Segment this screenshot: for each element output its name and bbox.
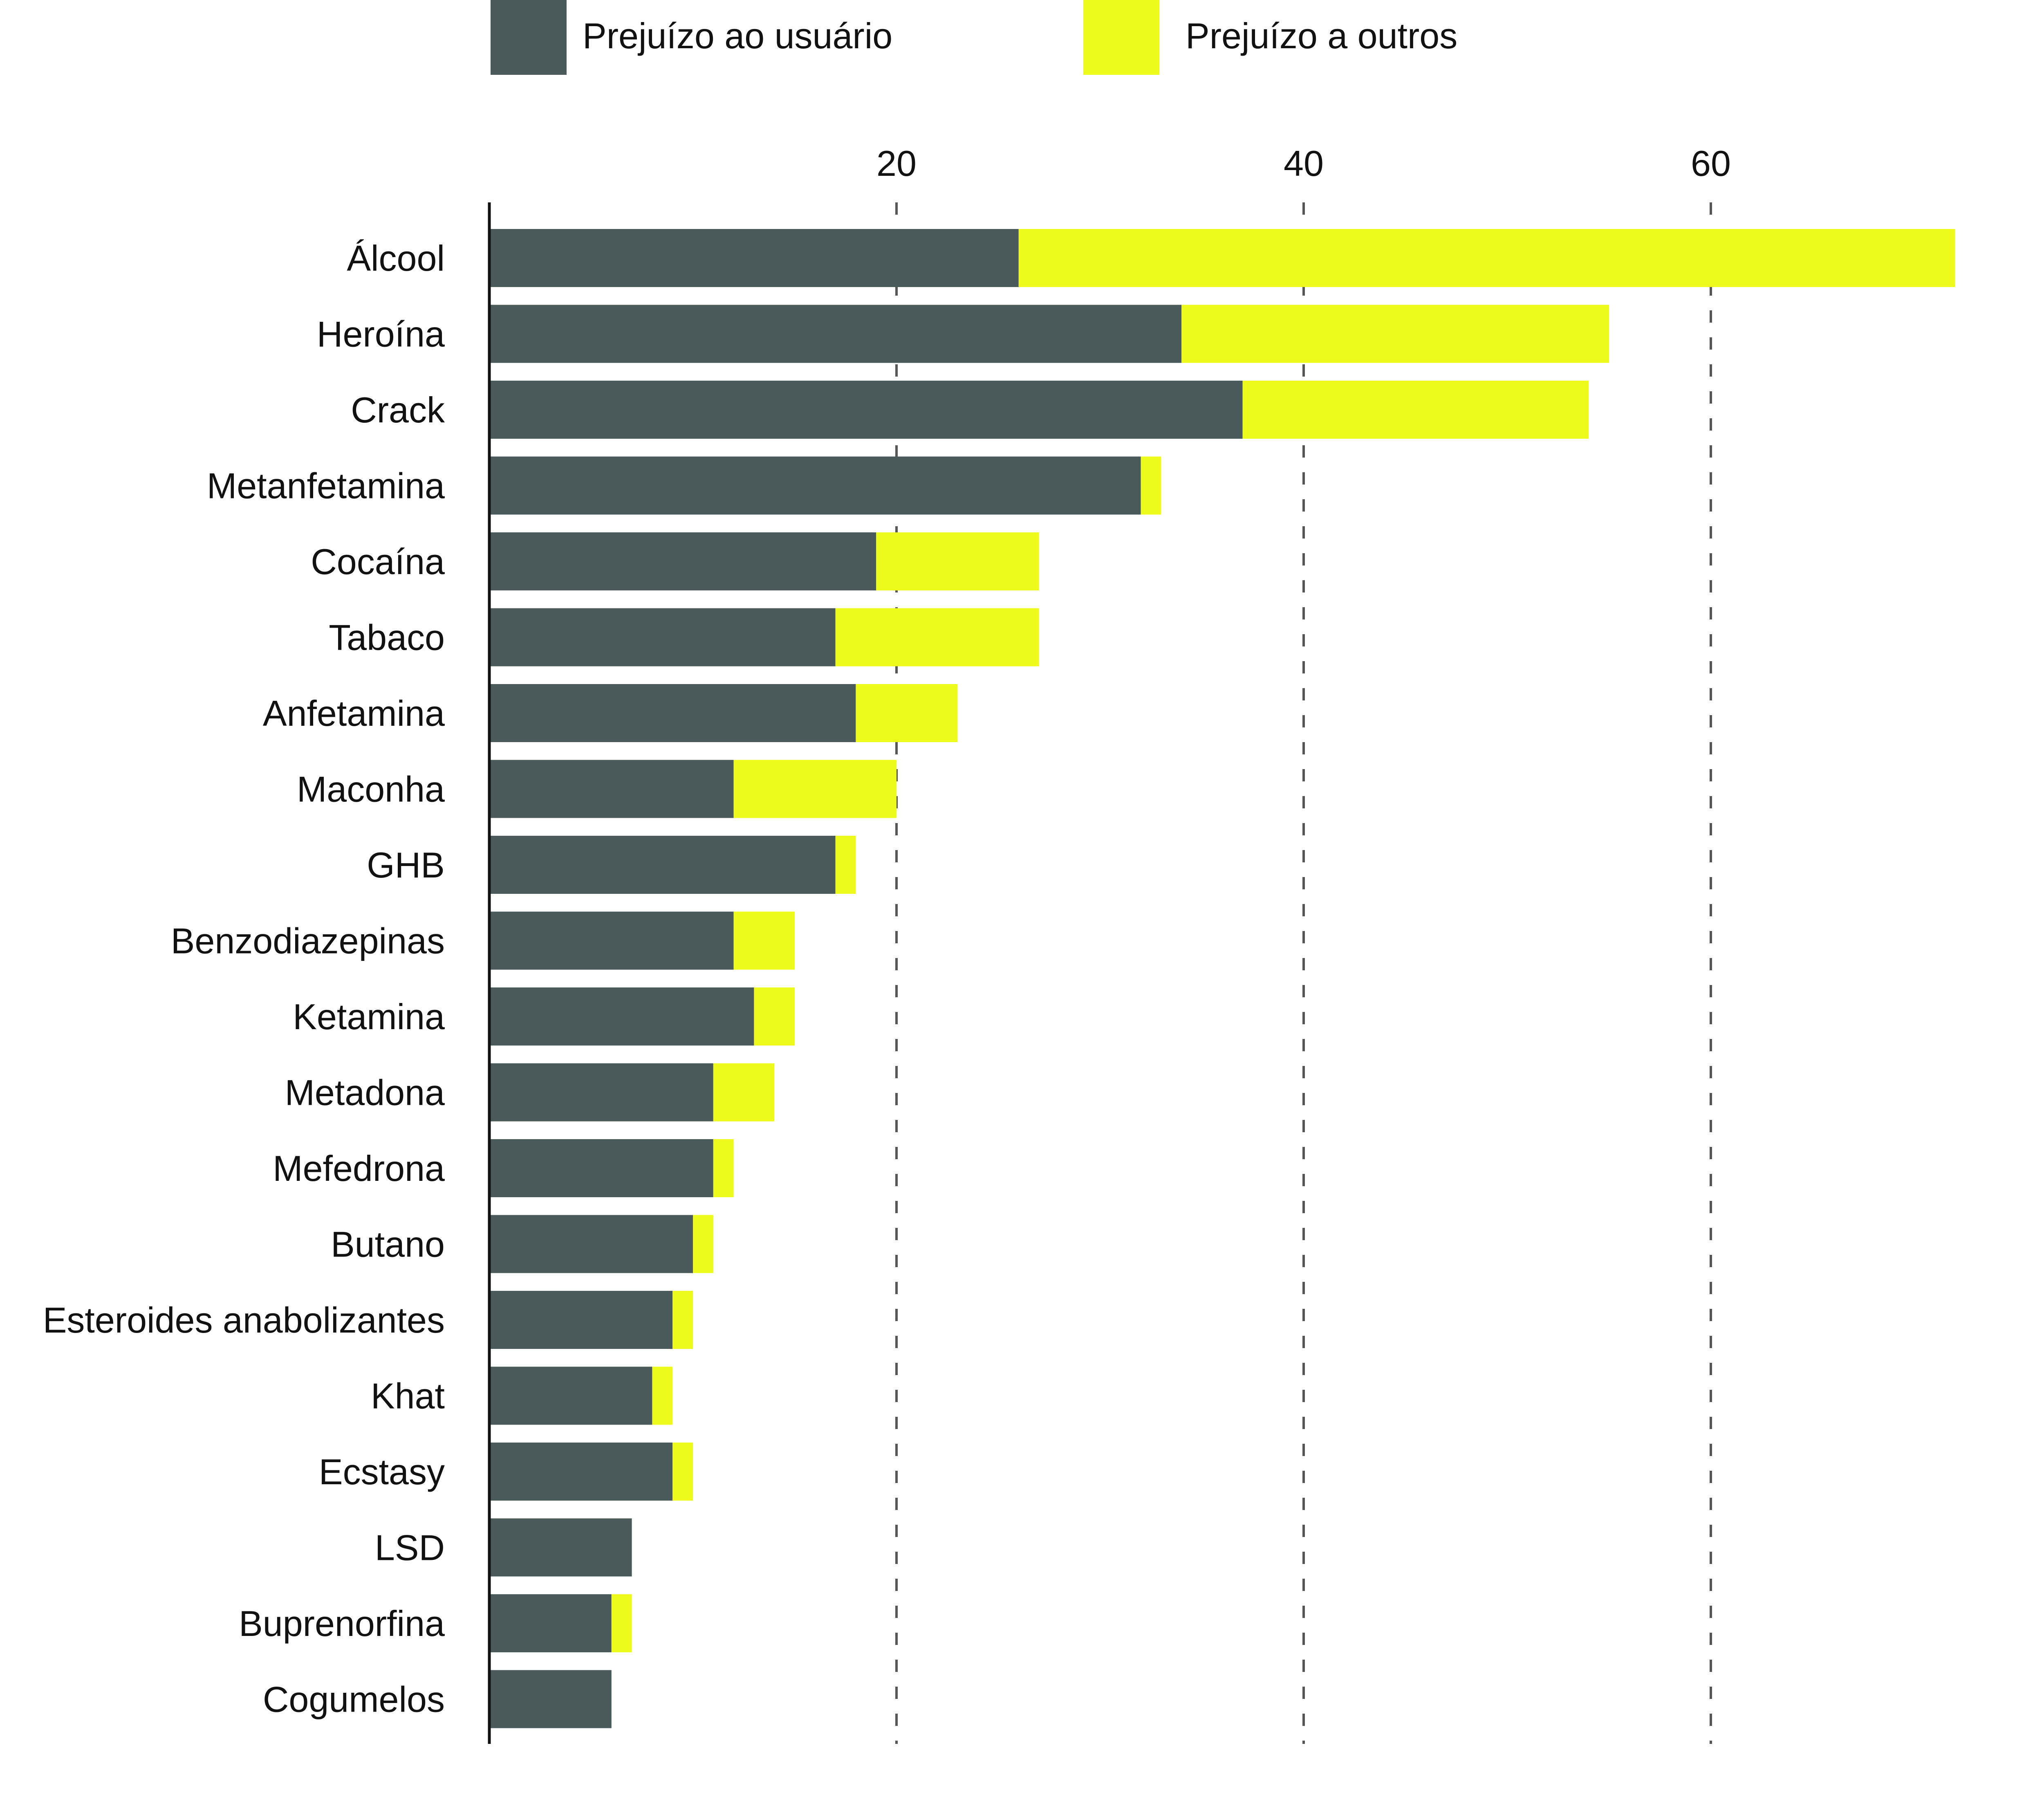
bar-user-harm (489, 229, 1019, 287)
category-label: Heroína (317, 314, 445, 355)
bar-user-harm (489, 1291, 673, 1349)
category-label: Buprenorfina (239, 1603, 445, 1644)
bar-user-harm (489, 1443, 673, 1501)
category-label: Cogumelos (263, 1679, 445, 1720)
bar-others-harm (733, 760, 896, 818)
category-label: Álcool (347, 238, 445, 278)
category-label: Crack (351, 390, 445, 430)
bar-user-harm (489, 1366, 652, 1425)
bar-group (489, 229, 1955, 1728)
bar-user-harm (489, 1518, 632, 1577)
category-label: Esteroides anabolizantes (43, 1300, 445, 1340)
bar-others-harm (1141, 456, 1161, 515)
category-label: Anfetamina (263, 693, 445, 734)
x-tick-labels: 20406080 (876, 143, 1731, 184)
category-label: Khat (371, 1376, 445, 1416)
bar-user-harm (489, 987, 754, 1046)
x-tick-label: 40 (1284, 143, 1324, 184)
bar-others-harm (856, 684, 958, 742)
chart-legend: Prejuízo ao usuário Prejuízo a outros (491, 0, 1457, 75)
bar-others-harm (1181, 305, 1609, 363)
bar-others-harm (693, 1215, 713, 1273)
legend-label: Prejuízo ao usuário (583, 16, 892, 56)
category-label: Metanfetamina (207, 466, 445, 506)
bar-user-harm (489, 1594, 612, 1652)
bar-user-harm (489, 684, 856, 742)
category-label: Butano (331, 1224, 445, 1265)
bar-user-harm (489, 911, 734, 970)
category-label: LSD (375, 1528, 445, 1568)
bar-user-harm (489, 608, 836, 666)
bar-others-harm (835, 608, 1039, 666)
bar-others-harm (672, 1291, 693, 1349)
bar-others-harm (713, 1063, 775, 1122)
bar-others-harm (652, 1366, 673, 1425)
bar-others-harm (611, 1594, 632, 1652)
bar-user-harm (489, 532, 876, 590)
category-label: Mefedrona (273, 1148, 445, 1189)
category-label: Tabaco (329, 617, 445, 658)
bar-others-harm (713, 1139, 734, 1197)
bar-user-harm (489, 1139, 713, 1197)
legend-label: Prejuízo a outros (1186, 16, 1457, 56)
category-label: GHB (367, 845, 445, 885)
bar-others-harm (1018, 229, 1955, 287)
x-tick-label: 20 (876, 143, 917, 184)
legend-swatch (491, 0, 567, 75)
bar-others-harm (1242, 381, 1589, 439)
bar-others-harm (754, 987, 795, 1046)
category-label: Benzodiazepinas (171, 921, 445, 961)
bar-others-harm (733, 911, 795, 970)
bar-user-harm (489, 305, 1182, 363)
bar-user-harm (489, 1215, 693, 1273)
category-label: Metadona (285, 1073, 445, 1113)
bar-user-harm (489, 381, 1243, 439)
bar-user-harm (489, 1063, 713, 1122)
category-label: Ecstasy (319, 1452, 445, 1492)
category-labels: Álcool Heroína Crack Metanfetamina Cocaína Ta… (43, 238, 445, 1720)
bar-user-harm (489, 1670, 612, 1728)
x-tick-label: 60 (1691, 143, 1731, 184)
bar-user-harm (489, 456, 1141, 515)
bar-user-harm (489, 836, 836, 894)
legend-swatch (1083, 0, 1159, 75)
bar-user-harm (489, 760, 734, 818)
category-label: Maconha (297, 769, 445, 810)
category-label: Ketamina (293, 996, 445, 1037)
bar-others-harm (876, 532, 1039, 590)
category-label: Cocaína (311, 541, 445, 582)
bar-others-harm (672, 1443, 693, 1501)
bar-others-harm (835, 836, 856, 894)
